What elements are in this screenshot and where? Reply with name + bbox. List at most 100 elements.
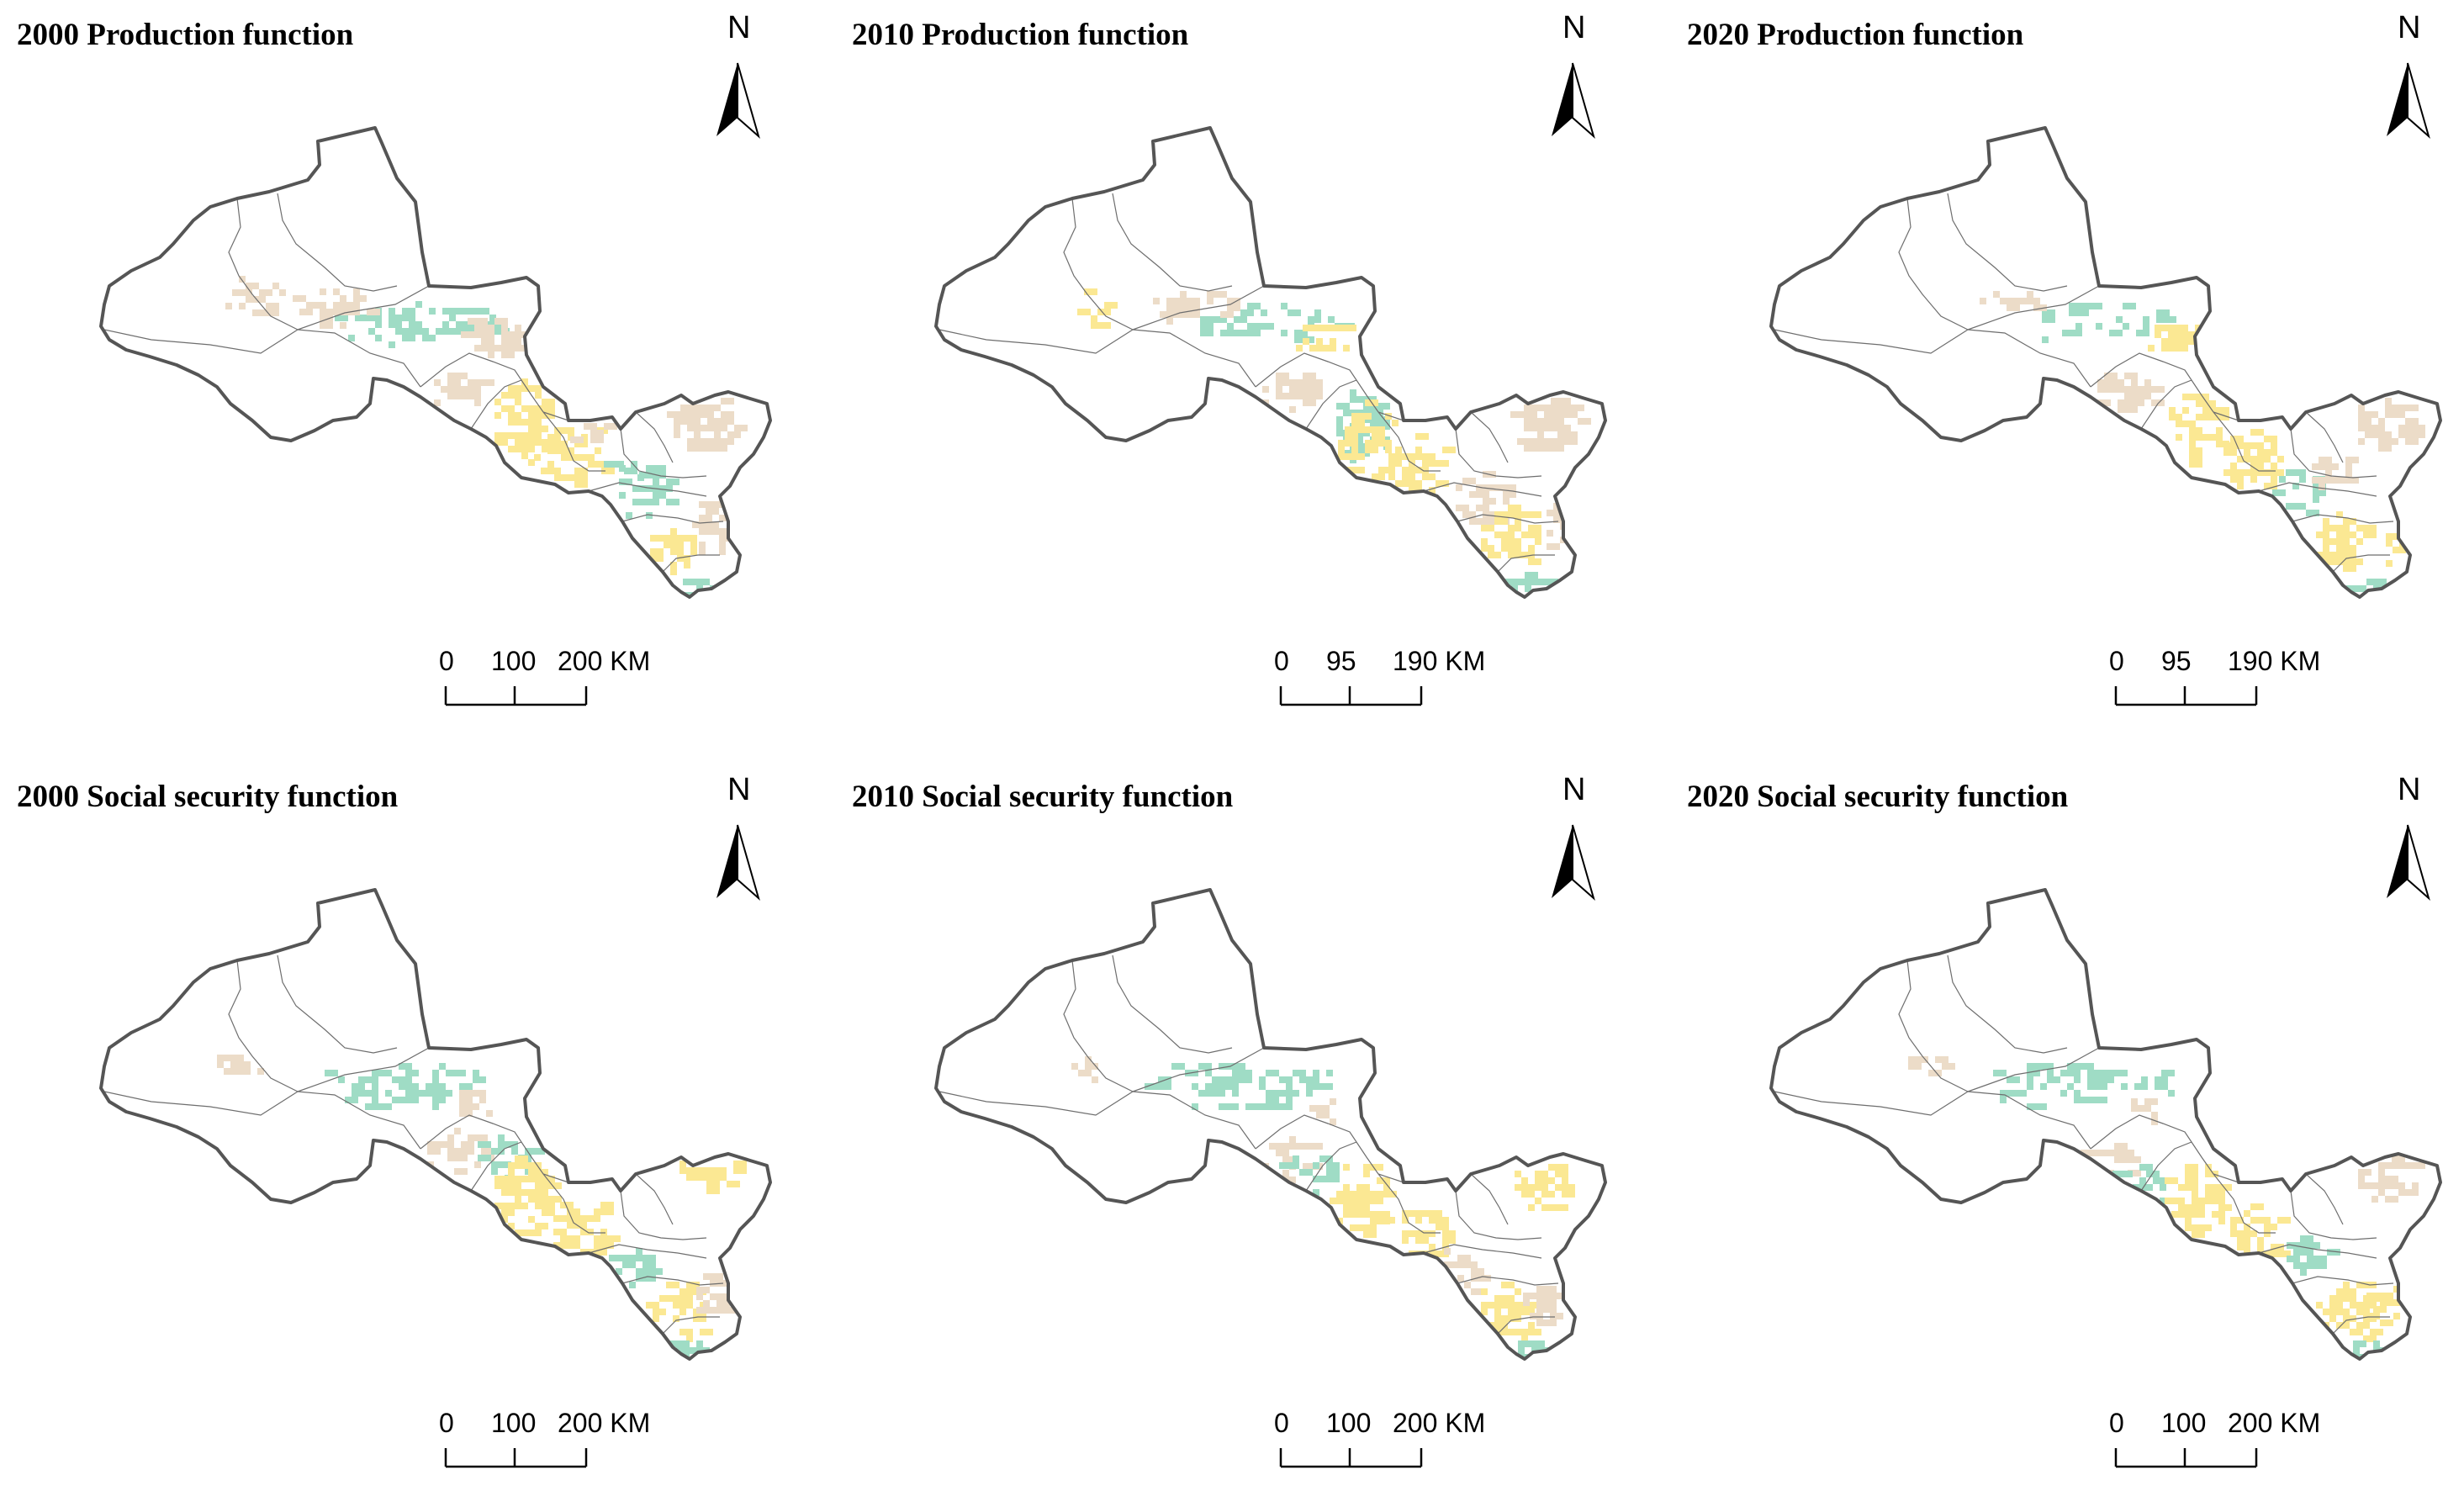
land-use-patch — [1383, 1177, 1390, 1184]
land-use-patch — [721, 418, 727, 425]
land-use-patch — [2131, 1098, 2138, 1105]
land-use-patch — [367, 309, 380, 315]
land-use-patch — [2405, 1189, 2419, 1196]
land-use-patch — [1279, 1162, 1286, 1169]
land-use-patch — [2131, 373, 2138, 379]
land-use-patch — [1097, 322, 1111, 329]
land-use-patch — [1303, 379, 1309, 386]
land-use-patch — [567, 1222, 580, 1229]
land-use-patch — [2134, 1083, 2148, 1090]
land-use-patch — [508, 338, 521, 345]
land-use-patch — [1286, 1097, 1293, 1103]
land-use-patch — [680, 411, 687, 418]
prefecture-boundary — [103, 1091, 299, 1116]
land-use-patch — [1543, 1306, 1557, 1313]
land-use-patch — [232, 289, 246, 296]
prefecture-boundary — [2290, 428, 2377, 479]
land-use-patch — [2250, 469, 2257, 476]
land-use-patch — [2168, 331, 2175, 338]
land-use-patch — [508, 1182, 521, 1189]
land-use-patch — [1323, 1105, 1330, 1112]
land-use-patch — [2350, 558, 2363, 565]
prefecture-boundary — [2305, 411, 2344, 463]
prefecture-boundary — [1132, 285, 1265, 330]
land-use-patch — [1511, 579, 1518, 585]
land-use-patch — [714, 438, 727, 445]
land-use-patch — [1535, 538, 1541, 545]
land-use-patch — [2075, 323, 2082, 330]
land-use-patch — [355, 315, 368, 321]
land-use-patch — [1942, 1063, 1955, 1070]
land-use-patch — [714, 445, 727, 452]
scale-label-end: 190 KM — [1393, 646, 1486, 676]
land-use-patch — [701, 425, 707, 431]
land-use-patch — [2257, 469, 2271, 476]
land-use-patch — [2277, 1251, 2291, 1257]
scale-label-mid: 95 — [2161, 646, 2192, 676]
land-use-patch — [679, 1295, 686, 1302]
land-use-patch — [1306, 1076, 1319, 1083]
land-use-patch — [2196, 454, 2202, 461]
land-use-patch — [1935, 1056, 1948, 1063]
land-use-patch — [1205, 1070, 1212, 1076]
land-use-patch — [1104, 302, 1118, 309]
land-use-patch — [515, 412, 521, 419]
land-use-patch — [1503, 491, 1516, 498]
land-use-patch — [2013, 1090, 2027, 1097]
land-use-patch — [306, 302, 313, 309]
north-arrow-label: N — [727, 772, 751, 807]
land-use-patch — [1343, 1184, 1350, 1191]
land-use-patch — [2271, 476, 2277, 483]
land-use-patch — [521, 1162, 528, 1169]
land-use-patch — [2392, 1162, 2398, 1169]
land-use-patch — [636, 1275, 642, 1282]
land-use-patch — [2373, 1313, 2380, 1319]
land-use-patch — [2192, 1198, 2198, 1204]
land-use-patch — [574, 481, 588, 488]
land-use-patch — [2218, 1191, 2225, 1198]
land-use-patch — [378, 1070, 385, 1076]
land-use-patch — [1173, 304, 1180, 311]
panel-title: 2010 Social security function — [852, 780, 1234, 814]
land-use-patch — [1363, 1164, 1370, 1171]
land-use-patch — [2244, 1244, 2250, 1251]
land-use-patch — [659, 492, 666, 499]
land-use-patch — [560, 1215, 574, 1222]
scale-label-end: 200 KM — [1393, 1408, 1486, 1438]
land-use-patch — [1351, 420, 1365, 426]
land-use-patch — [1306, 1090, 1313, 1097]
land-use-patch — [508, 331, 521, 338]
land-use-patch — [1429, 1230, 1436, 1237]
land-use-patch — [1402, 1217, 1409, 1224]
land-use-patch — [727, 438, 734, 445]
prefecture-boundary — [1967, 329, 2091, 388]
land-use-patch — [2074, 1090, 2081, 1097]
land-use-patch — [2336, 545, 2343, 552]
land-use-patch — [459, 1090, 466, 1097]
land-use-patch — [2356, 538, 2363, 545]
land-use-patch — [2385, 1196, 2398, 1203]
prefecture-boundary — [470, 379, 522, 430]
land-use-patch — [2126, 1171, 2133, 1177]
land-use-patch — [2089, 303, 2102, 309]
land-use-patch — [2189, 441, 2196, 447]
land-use-patch — [1547, 530, 1553, 537]
land-use-patch — [710, 1273, 723, 1280]
land-use-patch — [2350, 531, 2356, 538]
land-use-patch — [2153, 1177, 2166, 1184]
map-panel: 2000 Production function N 0 100 200 KM — [0, 0, 821, 745]
land-use-patch — [2151, 386, 2165, 393]
land-use-patch — [1528, 511, 1541, 518]
land-use-patch — [2218, 1218, 2225, 1224]
land-use-patch — [466, 1097, 473, 1103]
land-use-patch — [1378, 440, 1392, 447]
land-use-patch — [690, 542, 697, 548]
land-use-patch — [1085, 1070, 1092, 1076]
land-use-patch — [429, 335, 436, 341]
land-use-patch — [2373, 1306, 2387, 1313]
land-use-patch — [2185, 1211, 2198, 1218]
land-use-patch — [2104, 399, 2111, 406]
land-use-patch — [415, 321, 422, 328]
land-use-patch — [590, 430, 604, 436]
prefecture-boundary — [1497, 1316, 1555, 1335]
